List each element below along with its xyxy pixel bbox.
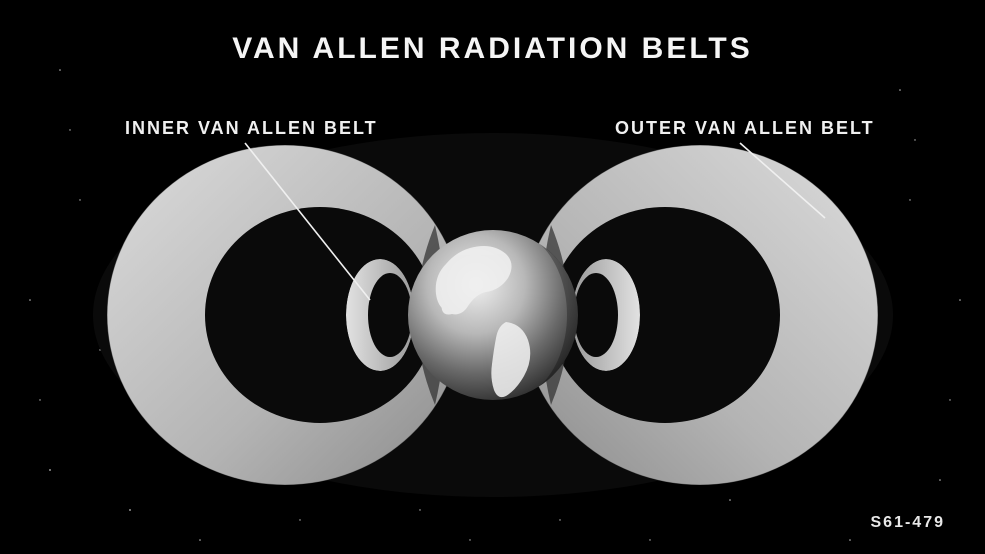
van-allen-diagram bbox=[0, 0, 985, 554]
inner-belt-left bbox=[346, 259, 414, 371]
reference-number: S61-479 bbox=[871, 514, 946, 532]
label-inner-belt: INNER VAN ALLEN BELT bbox=[125, 118, 378, 139]
inner-belt-right bbox=[572, 259, 640, 371]
diagram-stage: VAN ALLEN RADIATION BELTS INNER VAN ALLE… bbox=[0, 0, 985, 554]
diagram-title: VAN ALLEN RADIATION BELTS bbox=[232, 32, 753, 66]
label-outer-belt: OUTER VAN ALLEN BELT bbox=[615, 118, 875, 139]
